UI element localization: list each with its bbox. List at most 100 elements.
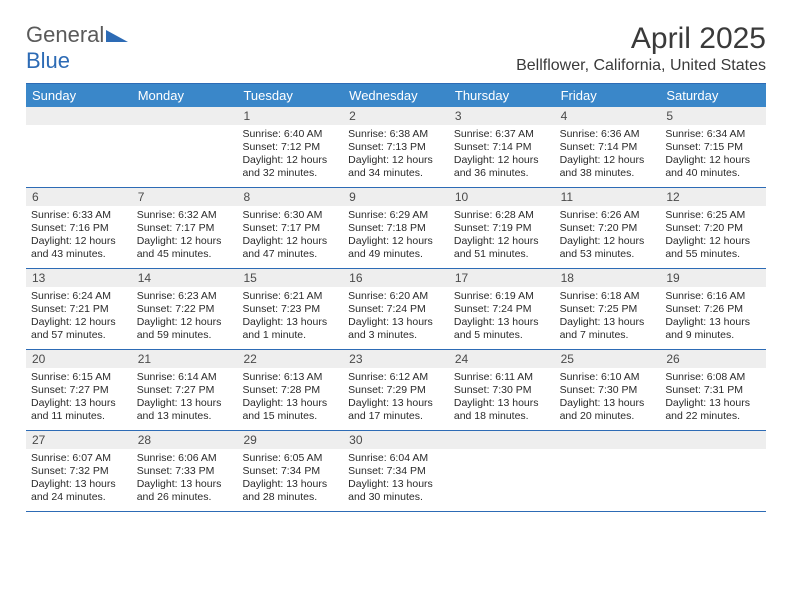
- daylight-line: Daylight: 13 hours and 28 minutes.: [242, 478, 338, 504]
- day-cell: 27Sunrise: 6:07 AMSunset: 7:32 PMDayligh…: [26, 431, 132, 511]
- day-number: 22: [237, 350, 343, 368]
- daylight-line: Daylight: 13 hours and 5 minutes.: [454, 316, 550, 342]
- day-cell: 12Sunrise: 6:25 AMSunset: 7:20 PMDayligh…: [660, 188, 766, 268]
- day-content: Sunrise: 6:29 AMSunset: 7:18 PMDaylight:…: [343, 206, 449, 266]
- day-content: Sunrise: 6:06 AMSunset: 7:33 PMDaylight:…: [132, 449, 238, 509]
- daylight-line: Daylight: 12 hours and 38 minutes.: [560, 154, 656, 180]
- day-content: Sunrise: 6:18 AMSunset: 7:25 PMDaylight:…: [555, 287, 661, 347]
- day-number: 3: [449, 107, 555, 125]
- sunset-line: Sunset: 7:20 PM: [665, 222, 761, 235]
- daylight-line: Daylight: 12 hours and 40 minutes.: [665, 154, 761, 180]
- sunrise-line: Sunrise: 6:13 AM: [242, 371, 338, 384]
- day-cell: 6Sunrise: 6:33 AMSunset: 7:16 PMDaylight…: [26, 188, 132, 268]
- day-cell: 30Sunrise: 6:04 AMSunset: 7:34 PMDayligh…: [343, 431, 449, 511]
- day-number: 20: [26, 350, 132, 368]
- sunrise-line: Sunrise: 6:19 AM: [454, 290, 550, 303]
- sunset-line: Sunset: 7:30 PM: [454, 384, 550, 397]
- sunset-line: Sunset: 7:24 PM: [348, 303, 444, 316]
- sunrise-line: Sunrise: 6:16 AM: [665, 290, 761, 303]
- daylight-line: Daylight: 13 hours and 26 minutes.: [137, 478, 233, 504]
- daylight-line: Daylight: 13 hours and 17 minutes.: [348, 397, 444, 423]
- sunset-line: Sunset: 7:14 PM: [454, 141, 550, 154]
- day-content: Sunrise: 6:19 AMSunset: 7:24 PMDaylight:…: [449, 287, 555, 347]
- sunrise-line: Sunrise: 6:04 AM: [348, 452, 444, 465]
- daylight-line: Daylight: 12 hours and 49 minutes.: [348, 235, 444, 261]
- daylight-line: Daylight: 12 hours and 59 minutes.: [137, 316, 233, 342]
- location-label: Bellflower, California, United States: [516, 57, 766, 75]
- daylight-line: Daylight: 12 hours and 32 minutes.: [242, 154, 338, 180]
- day-cell: 29Sunrise: 6:05 AMSunset: 7:34 PMDayligh…: [237, 431, 343, 511]
- sunrise-line: Sunrise: 6:28 AM: [454, 209, 550, 222]
- day-cell: 26Sunrise: 6:08 AMSunset: 7:31 PMDayligh…: [660, 350, 766, 430]
- week-row: 6Sunrise: 6:33 AMSunset: 7:16 PMDaylight…: [26, 188, 766, 269]
- sunset-line: Sunset: 7:23 PM: [242, 303, 338, 316]
- day-content: Sunrise: 6:23 AMSunset: 7:22 PMDaylight:…: [132, 287, 238, 347]
- sunset-line: Sunset: 7:28 PM: [242, 384, 338, 397]
- week-row: 13Sunrise: 6:24 AMSunset: 7:21 PMDayligh…: [26, 269, 766, 350]
- day-number: 17: [449, 269, 555, 287]
- day-number: 27: [26, 431, 132, 449]
- day-cell: [132, 107, 238, 187]
- sunrise-line: Sunrise: 6:25 AM: [665, 209, 761, 222]
- sunset-line: Sunset: 7:29 PM: [348, 384, 444, 397]
- sunset-line: Sunset: 7:12 PM: [242, 141, 338, 154]
- sunrise-line: Sunrise: 6:37 AM: [454, 128, 550, 141]
- day-content: Sunrise: 6:15 AMSunset: 7:27 PMDaylight:…: [26, 368, 132, 428]
- sunrise-line: Sunrise: 6:05 AM: [242, 452, 338, 465]
- day-content: Sunrise: 6:25 AMSunset: 7:20 PMDaylight:…: [660, 206, 766, 266]
- day-number: 23: [343, 350, 449, 368]
- sunset-line: Sunset: 7:14 PM: [560, 141, 656, 154]
- sunrise-line: Sunrise: 6:30 AM: [242, 209, 338, 222]
- day-content: Sunrise: 6:08 AMSunset: 7:31 PMDaylight:…: [660, 368, 766, 428]
- day-cell: 4Sunrise: 6:36 AMSunset: 7:14 PMDaylight…: [555, 107, 661, 187]
- sunset-line: Sunset: 7:24 PM: [454, 303, 550, 316]
- day-cell: 16Sunrise: 6:20 AMSunset: 7:24 PMDayligh…: [343, 269, 449, 349]
- sunrise-line: Sunrise: 6:14 AM: [137, 371, 233, 384]
- day-content: Sunrise: 6:13 AMSunset: 7:28 PMDaylight:…: [237, 368, 343, 428]
- day-cell: [660, 431, 766, 511]
- week-row: 20Sunrise: 6:15 AMSunset: 7:27 PMDayligh…: [26, 350, 766, 431]
- day-number: 26: [660, 350, 766, 368]
- day-cell: [26, 107, 132, 187]
- day-number: 6: [26, 188, 132, 206]
- day-content: Sunrise: 6:14 AMSunset: 7:27 PMDaylight:…: [132, 368, 238, 428]
- day-content: Sunrise: 6:10 AMSunset: 7:30 PMDaylight:…: [555, 368, 661, 428]
- day-number: 18: [555, 269, 661, 287]
- day-number: 25: [555, 350, 661, 368]
- daylight-line: Daylight: 12 hours and 53 minutes.: [560, 235, 656, 261]
- header: General Blue April 2025 Bellflower, Cali…: [26, 22, 766, 75]
- daylight-line: Daylight: 12 hours and 43 minutes.: [31, 235, 127, 261]
- sunrise-line: Sunrise: 6:23 AM: [137, 290, 233, 303]
- week-row: 27Sunrise: 6:07 AMSunset: 7:32 PMDayligh…: [26, 431, 766, 512]
- sunrise-line: Sunrise: 6:38 AM: [348, 128, 444, 141]
- day-cell: 25Sunrise: 6:10 AMSunset: 7:30 PMDayligh…: [555, 350, 661, 430]
- daylight-line: Daylight: 13 hours and 18 minutes.: [454, 397, 550, 423]
- sunset-line: Sunset: 7:22 PM: [137, 303, 233, 316]
- day-header: Sunday: [26, 84, 132, 107]
- sunrise-line: Sunrise: 6:21 AM: [242, 290, 338, 303]
- daylight-line: Daylight: 13 hours and 24 minutes.: [31, 478, 127, 504]
- sunset-line: Sunset: 7:30 PM: [560, 384, 656, 397]
- day-number: 8: [237, 188, 343, 206]
- day-content: Sunrise: 6:16 AMSunset: 7:26 PMDaylight:…: [660, 287, 766, 347]
- sunset-line: Sunset: 7:34 PM: [242, 465, 338, 478]
- day-content: Sunrise: 6:11 AMSunset: 7:30 PMDaylight:…: [449, 368, 555, 428]
- sunrise-line: Sunrise: 6:12 AM: [348, 371, 444, 384]
- sunset-line: Sunset: 7:32 PM: [31, 465, 127, 478]
- day-number: 19: [660, 269, 766, 287]
- day-cell: 28Sunrise: 6:06 AMSunset: 7:33 PMDayligh…: [132, 431, 238, 511]
- sunset-line: Sunset: 7:13 PM: [348, 141, 444, 154]
- sunset-line: Sunset: 7:25 PM: [560, 303, 656, 316]
- day-number: 12: [660, 188, 766, 206]
- daylight-line: Daylight: 13 hours and 30 minutes.: [348, 478, 444, 504]
- sunrise-line: Sunrise: 6:29 AM: [348, 209, 444, 222]
- calendar: SundayMondayTuesdayWednesdayThursdayFrid…: [26, 83, 766, 512]
- daylight-line: Daylight: 12 hours and 34 minutes.: [348, 154, 444, 180]
- day-header: Thursday: [449, 84, 555, 107]
- day-content: Sunrise: 6:33 AMSunset: 7:16 PMDaylight:…: [26, 206, 132, 266]
- daylight-line: Daylight: 13 hours and 7 minutes.: [560, 316, 656, 342]
- day-cell: 1Sunrise: 6:40 AMSunset: 7:12 PMDaylight…: [237, 107, 343, 187]
- day-number: [555, 431, 661, 449]
- day-number: 11: [555, 188, 661, 206]
- logo-triangle-icon: [106, 26, 128, 47]
